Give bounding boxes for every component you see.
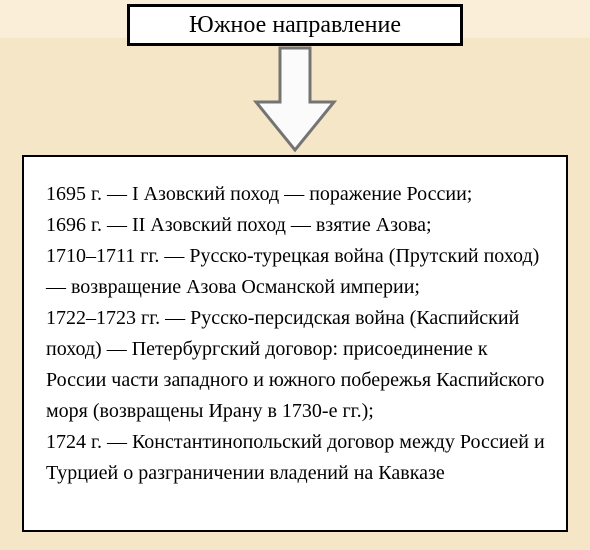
events-text: 1695 г. — I Азовский поход — поражение Р… — [46, 179, 546, 489]
down-arrow-icon — [252, 46, 338, 159]
content-box: 1695 г. — I Азовский поход — поражение Р… — [22, 155, 568, 532]
header-box: Южное направление — [127, 4, 463, 46]
header-title: Южное направление — [189, 12, 401, 39]
